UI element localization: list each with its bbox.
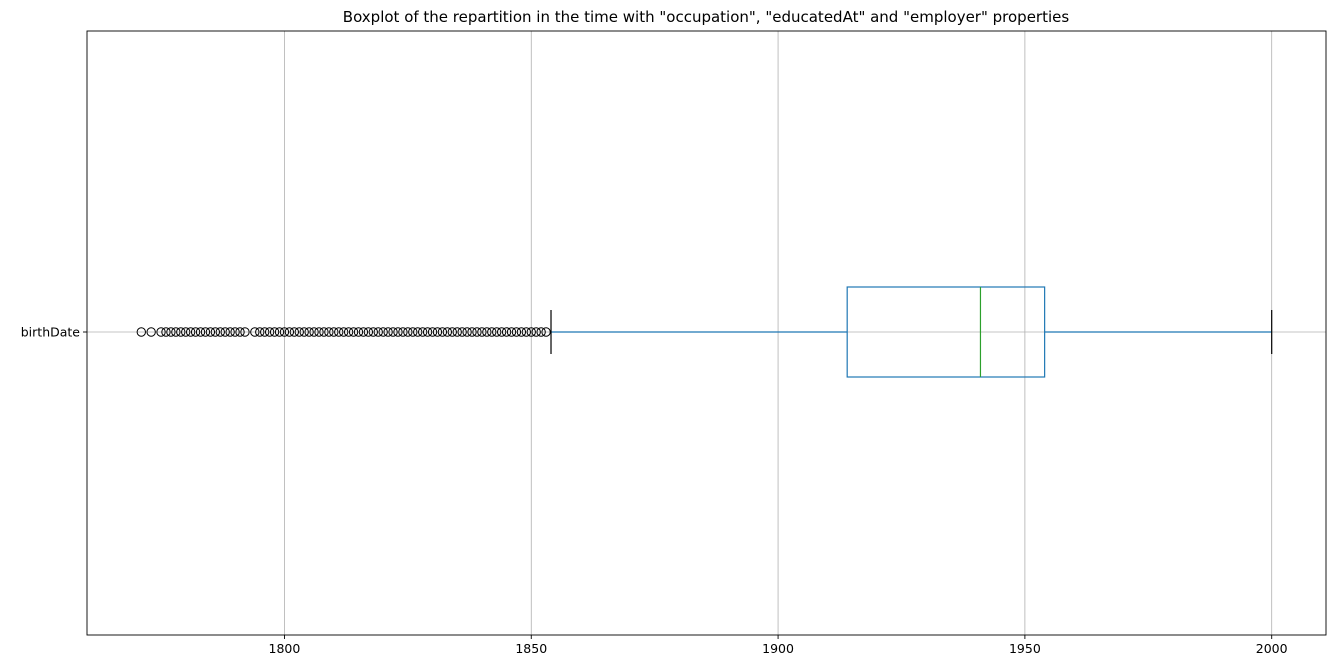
x-tick-label: 1900 xyxy=(762,641,794,656)
outlier-point xyxy=(413,327,423,337)
outlier-point xyxy=(501,327,512,337)
outlier-point xyxy=(343,327,354,337)
outlier-point xyxy=(506,327,517,337)
outlier-point xyxy=(324,327,334,337)
outlier-point xyxy=(422,327,433,337)
outlier-point xyxy=(378,327,388,337)
outlier-point xyxy=(373,327,383,337)
outlier-point xyxy=(477,327,487,337)
outlier-point xyxy=(294,327,304,337)
outlier-point xyxy=(536,327,546,337)
outlier-point xyxy=(200,327,211,337)
outlier-point xyxy=(398,327,408,337)
outlier-point xyxy=(309,327,319,337)
outlier-point xyxy=(457,327,467,337)
outliers xyxy=(136,327,551,337)
outlier-point xyxy=(235,327,245,337)
outlier-point xyxy=(264,327,275,337)
outlier-point xyxy=(511,327,522,337)
outlier-point xyxy=(146,327,156,337)
outlier-point xyxy=(363,327,374,337)
outlier-point xyxy=(516,327,527,337)
outlier-point xyxy=(432,327,443,337)
outlier-point xyxy=(452,327,462,337)
outlier-point xyxy=(541,327,551,337)
iqr-box xyxy=(846,286,1046,378)
outlier-point xyxy=(526,327,536,337)
x-tick-label: 2000 xyxy=(1256,641,1288,656)
outlier-point xyxy=(299,327,309,337)
outlier-point xyxy=(442,327,453,337)
outlier-point xyxy=(250,327,260,337)
outlier-point xyxy=(171,327,181,337)
outlier-point xyxy=(289,327,300,337)
box-series xyxy=(550,286,1273,378)
x-tick-label: 1950 xyxy=(1009,641,1041,656)
outlier-point xyxy=(329,327,339,337)
outlier-point xyxy=(348,327,359,337)
outlier-point xyxy=(462,327,472,337)
outlier-point xyxy=(314,327,324,337)
outlier-point xyxy=(417,327,428,337)
outlier-point xyxy=(383,327,393,337)
outlier-point xyxy=(136,327,146,337)
outlier-point xyxy=(195,327,206,337)
outlier-point xyxy=(437,327,448,337)
outlier-point xyxy=(531,327,541,337)
outlier-point xyxy=(215,327,225,337)
outlier-point xyxy=(225,327,235,337)
plot-frame xyxy=(86,30,1327,636)
outlier-point xyxy=(496,327,507,337)
outlier-point xyxy=(467,327,477,337)
outlier-point xyxy=(210,327,221,337)
outlier-point xyxy=(156,327,166,337)
grid-lines xyxy=(87,31,1326,635)
outlier-point xyxy=(388,327,398,337)
outlier-point xyxy=(521,327,532,337)
outlier-point xyxy=(482,327,492,337)
outlier-point xyxy=(279,327,290,337)
outlier-point xyxy=(176,327,186,337)
outlier-point xyxy=(274,327,285,337)
axes: 1800 1850 1900 1950 2000 birthDate xyxy=(21,325,1288,657)
outlier-point xyxy=(185,327,196,337)
x-tick-label: 1800 xyxy=(269,641,301,656)
outlier-point xyxy=(338,327,349,337)
outlier-point xyxy=(240,327,250,337)
outlier-point xyxy=(181,327,191,337)
outlier-point xyxy=(190,327,201,337)
outlier-point xyxy=(161,327,171,337)
outlier-point xyxy=(166,327,176,337)
outlier-point xyxy=(220,327,230,337)
outlier-point xyxy=(403,327,413,337)
y-tick-label: birthDate xyxy=(21,325,81,340)
outlier-point xyxy=(353,327,364,337)
outlier-point xyxy=(230,327,240,337)
outlier-point xyxy=(472,327,482,337)
outlier-point xyxy=(393,327,403,337)
outlier-point xyxy=(269,327,280,337)
outlier-point xyxy=(408,327,418,337)
outlier-point xyxy=(205,327,216,337)
outlier-point xyxy=(284,327,295,337)
outlier-point xyxy=(260,327,270,337)
chart-title: Boxplot of the repartition in the time w… xyxy=(343,8,1070,26)
outlier-point xyxy=(447,327,457,337)
outlier-point xyxy=(487,327,497,337)
outlier-point xyxy=(368,327,379,337)
outlier-point xyxy=(319,327,329,337)
outlier-point xyxy=(334,327,344,337)
outlier-point xyxy=(358,327,369,337)
outlier-point xyxy=(255,327,265,337)
outlier-point xyxy=(304,327,314,337)
outlier-point xyxy=(427,327,438,337)
outlier-point xyxy=(492,327,502,337)
x-tick-label: 1850 xyxy=(515,641,547,656)
